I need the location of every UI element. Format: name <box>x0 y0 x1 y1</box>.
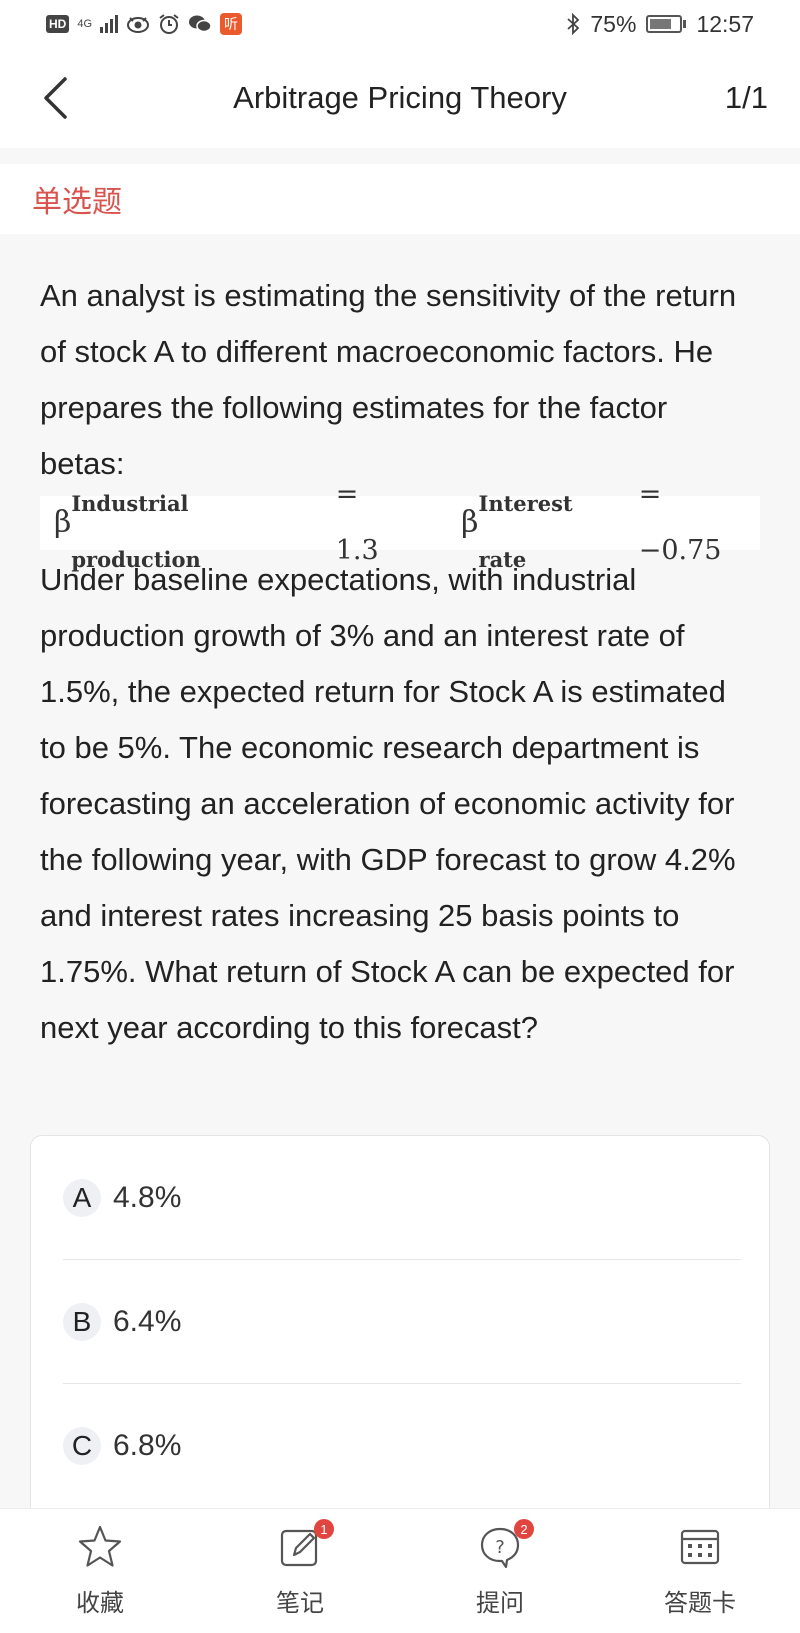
notes-button[interactable]: 1 笔记 <box>200 1509 400 1633</box>
option-text: 6.8% <box>113 1429 182 1462</box>
question-type-row: 单选题 <box>0 164 800 234</box>
chevron-left-icon <box>44 77 67 119</box>
notes-badge: 1 <box>314 1519 334 1539</box>
question-text-part2: Under baseline expectations, with indust… <box>40 562 736 1045</box>
header: Arbitrage Pricing Theory 1/1 <box>0 48 800 148</box>
page-title: Arbitrage Pricing Theory <box>233 80 567 115</box>
option-c[interactable]: C 6.8% <box>63 1384 741 1508</box>
ask-label: 提问 <box>476 1589 524 1617</box>
question-type-label: 单选题 <box>32 185 122 220</box>
wechat-icon <box>189 15 212 33</box>
answer-card-button[interactable]: 答题卡 <box>600 1509 800 1633</box>
question-body: An analyst is estimating the sensitivity… <box>40 268 760 1056</box>
beta-formula: β Industrial production = 1.3 β Interest… <box>40 479 760 572</box>
beta1-subscript: Industrial production <box>71 491 201 572</box>
star-icon <box>76 1523 124 1571</box>
ask-question-button[interactable]: ? 2 提问 <box>400 1509 600 1633</box>
app-notification-icon: 听 <box>220 13 243 35</box>
option-a[interactable]: A 4.8% <box>63 1136 741 1260</box>
option-text: 4.8% <box>113 1181 182 1214</box>
beta2-value: = −0.75 <box>638 479 722 566</box>
answer-card-icon <box>676 1523 724 1571</box>
option-b[interactable]: B 6.4% <box>63 1260 741 1384</box>
bluetooth-icon <box>567 13 580 35</box>
option-letter: A <box>63 1179 101 1217</box>
beta1-symbol: β <box>54 505 72 540</box>
alarm-icon <box>159 14 179 34</box>
options-card: A 4.8% B 6.4% C 6.8% <box>30 1135 770 1535</box>
beta1-value: = 1.3 <box>335 479 379 566</box>
question-text-part1: An analyst is estimating the sensitivity… <box>40 278 737 481</box>
question-bubble-icon: ? 2 <box>476 1519 534 1571</box>
option-letter: C <box>63 1427 101 1465</box>
beta2-symbol: β <box>461 505 479 540</box>
option-text: 6.4% <box>113 1305 182 1338</box>
answer-card-label: 答题卡 <box>664 1589 736 1617</box>
signal-icon <box>100 15 119 33</box>
note-edit-icon: 1 <box>276 1519 334 1571</box>
clock: 12:57 <box>696 10 754 37</box>
bottom-toolbar: 收藏 1 笔记 ? 2 提问 <box>0 1508 800 1633</box>
battery-percent: 75% <box>590 10 637 37</box>
network-type: 4G <box>77 17 93 30</box>
question-counter: 1/1 <box>724 80 768 115</box>
ask-badge: 2 <box>514 1519 534 1539</box>
back-button[interactable] <box>38 76 72 120</box>
option-letter: B <box>63 1303 101 1341</box>
eye-icon <box>127 17 150 33</box>
favorite-label: 收藏 <box>76 1589 124 1617</box>
notes-label: 笔记 <box>276 1589 324 1617</box>
status-right: 75% 12:57 <box>566 11 754 38</box>
battery-icon <box>646 15 687 33</box>
status-left: HD 4G 听 <box>46 13 243 35</box>
favorite-button[interactable]: 收藏 <box>0 1509 200 1633</box>
hd-indicator: HD <box>46 15 70 33</box>
beta2-subscript: Interest rate <box>478 491 573 572</box>
svg-text:?: ? <box>495 1537 505 1558</box>
status-bar: HD 4G 听 75% <box>0 0 800 48</box>
